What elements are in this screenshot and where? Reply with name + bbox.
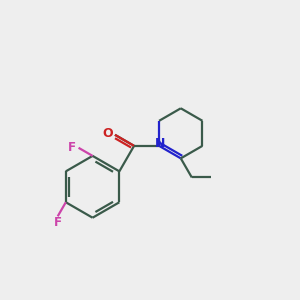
Text: F: F (54, 216, 62, 229)
Text: O: O (102, 127, 113, 140)
Text: F: F (68, 141, 76, 154)
Text: N: N (154, 137, 165, 150)
